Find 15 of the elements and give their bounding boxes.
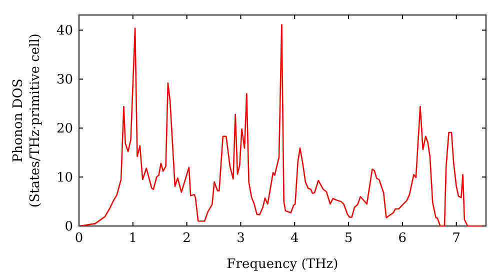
y-tick-label: 10 xyxy=(56,170,73,186)
x-axis-title: Frequency (THz) xyxy=(226,257,338,272)
y-axis-title: Phonon DOS (States/THz·primitive cell) xyxy=(11,33,43,208)
x-tick-label: 4 xyxy=(290,231,299,246)
y-tick-label: 30 xyxy=(56,72,73,88)
x-tick-label: 6 xyxy=(398,231,407,246)
x-tick-label: 2 xyxy=(182,231,191,246)
y-tick-label: 40 xyxy=(56,24,73,39)
x-tick-label: 7 xyxy=(452,231,460,246)
y-tick-label: 20 xyxy=(56,122,73,137)
x-tick-label: 0 xyxy=(74,231,84,246)
x-tick-label: 5 xyxy=(344,231,353,246)
x-tick-label: 1 xyxy=(128,231,138,246)
x-tick-label: 3 xyxy=(236,231,245,246)
y-tick-label: 0 xyxy=(64,220,73,235)
